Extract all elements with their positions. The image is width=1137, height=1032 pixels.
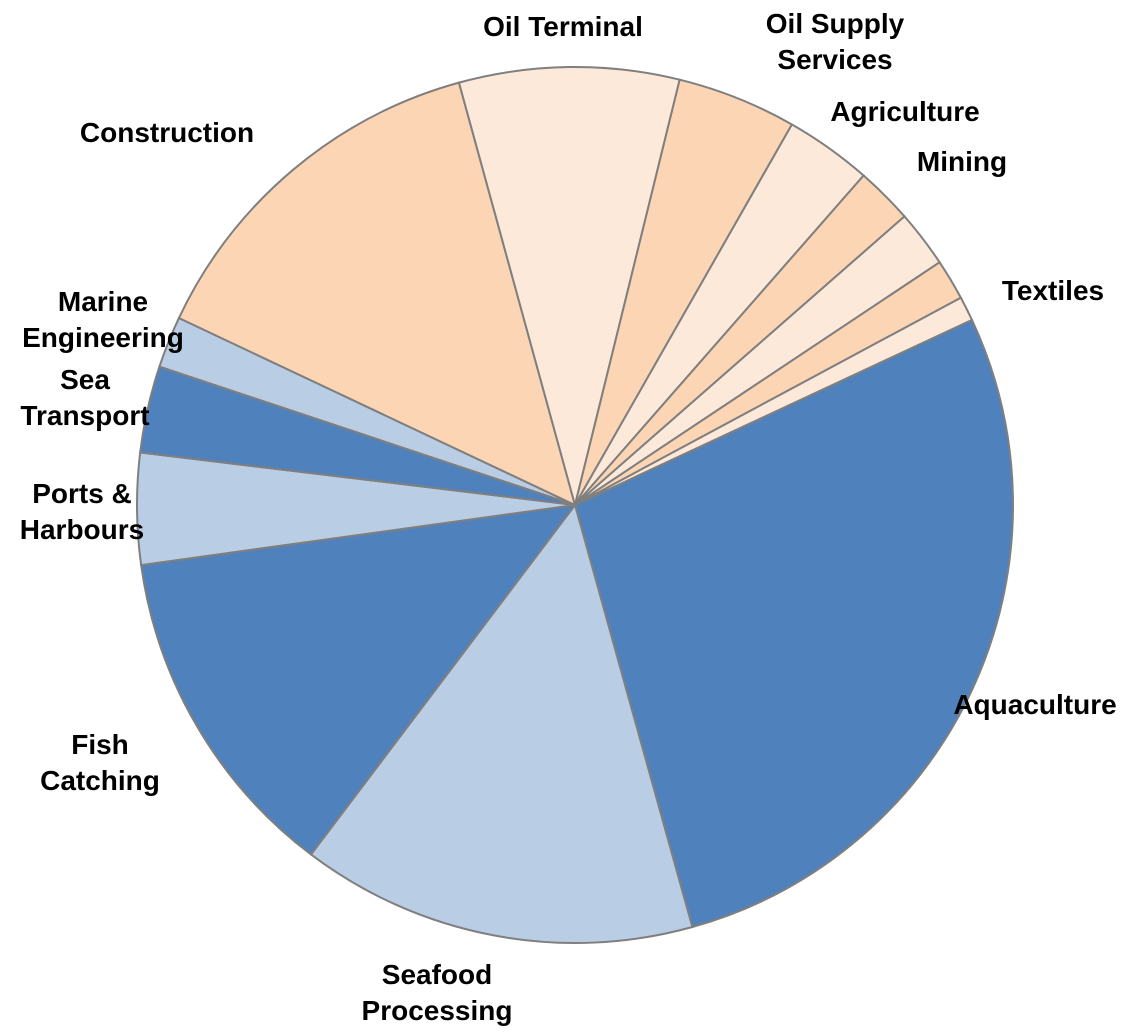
pie-slice — [574, 296, 974, 506]
slice-label: Sea Transport — [20, 364, 150, 431]
slice-label: Seafood Processing — [361, 959, 513, 1026]
slice-label: Construction — [79, 117, 255, 148]
slice-label: Fish Catching — [40, 729, 160, 796]
pie-slice — [573, 318, 1014, 929]
pie-slice — [177, 81, 577, 507]
slice-label: Textiles — [1001, 275, 1105, 306]
slice-label: Aquaculture — [953, 689, 1117, 720]
slice-label: Oil Supply Services — [765, 8, 905, 75]
slice-label: Mining — [916, 146, 1008, 177]
slice-label: Marine Engineering — [22, 286, 184, 353]
slice-label: Oil Terminal — [483, 11, 643, 42]
pie-slice — [309, 502, 694, 944]
slice-label: Ports & Harbours — [19, 478, 145, 545]
slice-label: Agriculture — [830, 96, 980, 127]
pie-slice — [457, 66, 681, 509]
pie-slice — [140, 503, 578, 856]
